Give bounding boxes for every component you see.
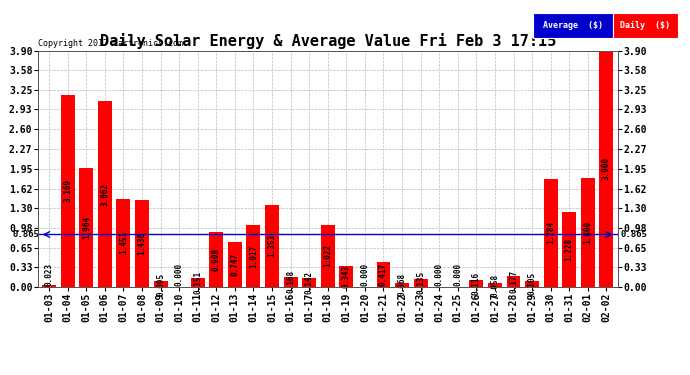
Bar [284, 277, 297, 287]
Text: 0.747: 0.747 [230, 253, 239, 276]
Text: Copyright 2017 Cartronics.com: Copyright 2017 Cartronics.com [38, 39, 183, 48]
Text: 1.784: 1.784 [546, 221, 555, 245]
Bar [488, 284, 502, 287]
Bar [265, 205, 279, 287]
Bar [209, 232, 224, 287]
Bar [339, 266, 353, 287]
Bar [154, 281, 168, 287]
Text: 3.900: 3.900 [602, 157, 611, 180]
Text: 0.023: 0.023 [45, 263, 54, 286]
Bar [377, 262, 391, 287]
Text: 0.865: 0.865 [13, 230, 40, 239]
Text: 0.142: 0.142 [305, 271, 314, 294]
Text: 0.000: 0.000 [360, 263, 369, 286]
Bar [302, 278, 316, 287]
Bar [42, 285, 56, 287]
Bar [469, 280, 483, 287]
Text: 0.116: 0.116 [472, 272, 481, 295]
Text: 0.135: 0.135 [416, 271, 425, 294]
Text: 0.000: 0.000 [453, 263, 462, 286]
Text: 0.000: 0.000 [175, 263, 184, 286]
Bar [562, 213, 576, 287]
Text: 0.343: 0.343 [342, 265, 351, 288]
Text: 0.000: 0.000 [435, 263, 444, 286]
Text: 0.058: 0.058 [491, 273, 500, 297]
Text: 0.095: 0.095 [156, 272, 165, 296]
Bar [117, 199, 130, 287]
Text: 1.353: 1.353 [268, 234, 277, 258]
Text: 1.228: 1.228 [564, 238, 574, 261]
Text: 0.908: 0.908 [212, 248, 221, 271]
Text: 0.068: 0.068 [397, 273, 406, 296]
Bar [525, 280, 539, 287]
Text: 0.105: 0.105 [528, 272, 537, 295]
Text: 0.417: 0.417 [379, 262, 388, 286]
Bar [321, 225, 335, 287]
Bar [600, 51, 613, 287]
Bar [506, 276, 520, 287]
Bar [61, 95, 75, 287]
Text: 3.062: 3.062 [100, 183, 109, 206]
Text: Average  ($): Average ($) [543, 21, 603, 30]
Text: 0.151: 0.151 [193, 271, 202, 294]
Title: Daily Solar Energy & Average Value Fri Feb 3 17:15: Daily Solar Energy & Average Value Fri F… [99, 33, 556, 50]
Bar [414, 279, 428, 287]
Bar [98, 101, 112, 287]
Bar [395, 283, 409, 287]
Bar [228, 242, 242, 287]
Text: 0.865: 0.865 [620, 230, 647, 239]
Text: 1.800: 1.800 [583, 221, 592, 244]
Text: Daily  ($): Daily ($) [620, 21, 671, 30]
Bar [79, 168, 93, 287]
Text: 1.451: 1.451 [119, 231, 128, 255]
Text: 1.436: 1.436 [137, 232, 146, 255]
Text: 0.177: 0.177 [509, 270, 518, 293]
Text: 1.022: 1.022 [323, 244, 333, 267]
Bar [581, 178, 595, 287]
Bar [190, 278, 205, 287]
Text: 3.169: 3.169 [63, 179, 72, 203]
Bar [544, 179, 558, 287]
Text: 1.964: 1.964 [81, 216, 91, 239]
Text: 1.017: 1.017 [249, 244, 258, 268]
Text: 0.168: 0.168 [286, 270, 295, 293]
Bar [135, 200, 149, 287]
Bar [246, 225, 260, 287]
